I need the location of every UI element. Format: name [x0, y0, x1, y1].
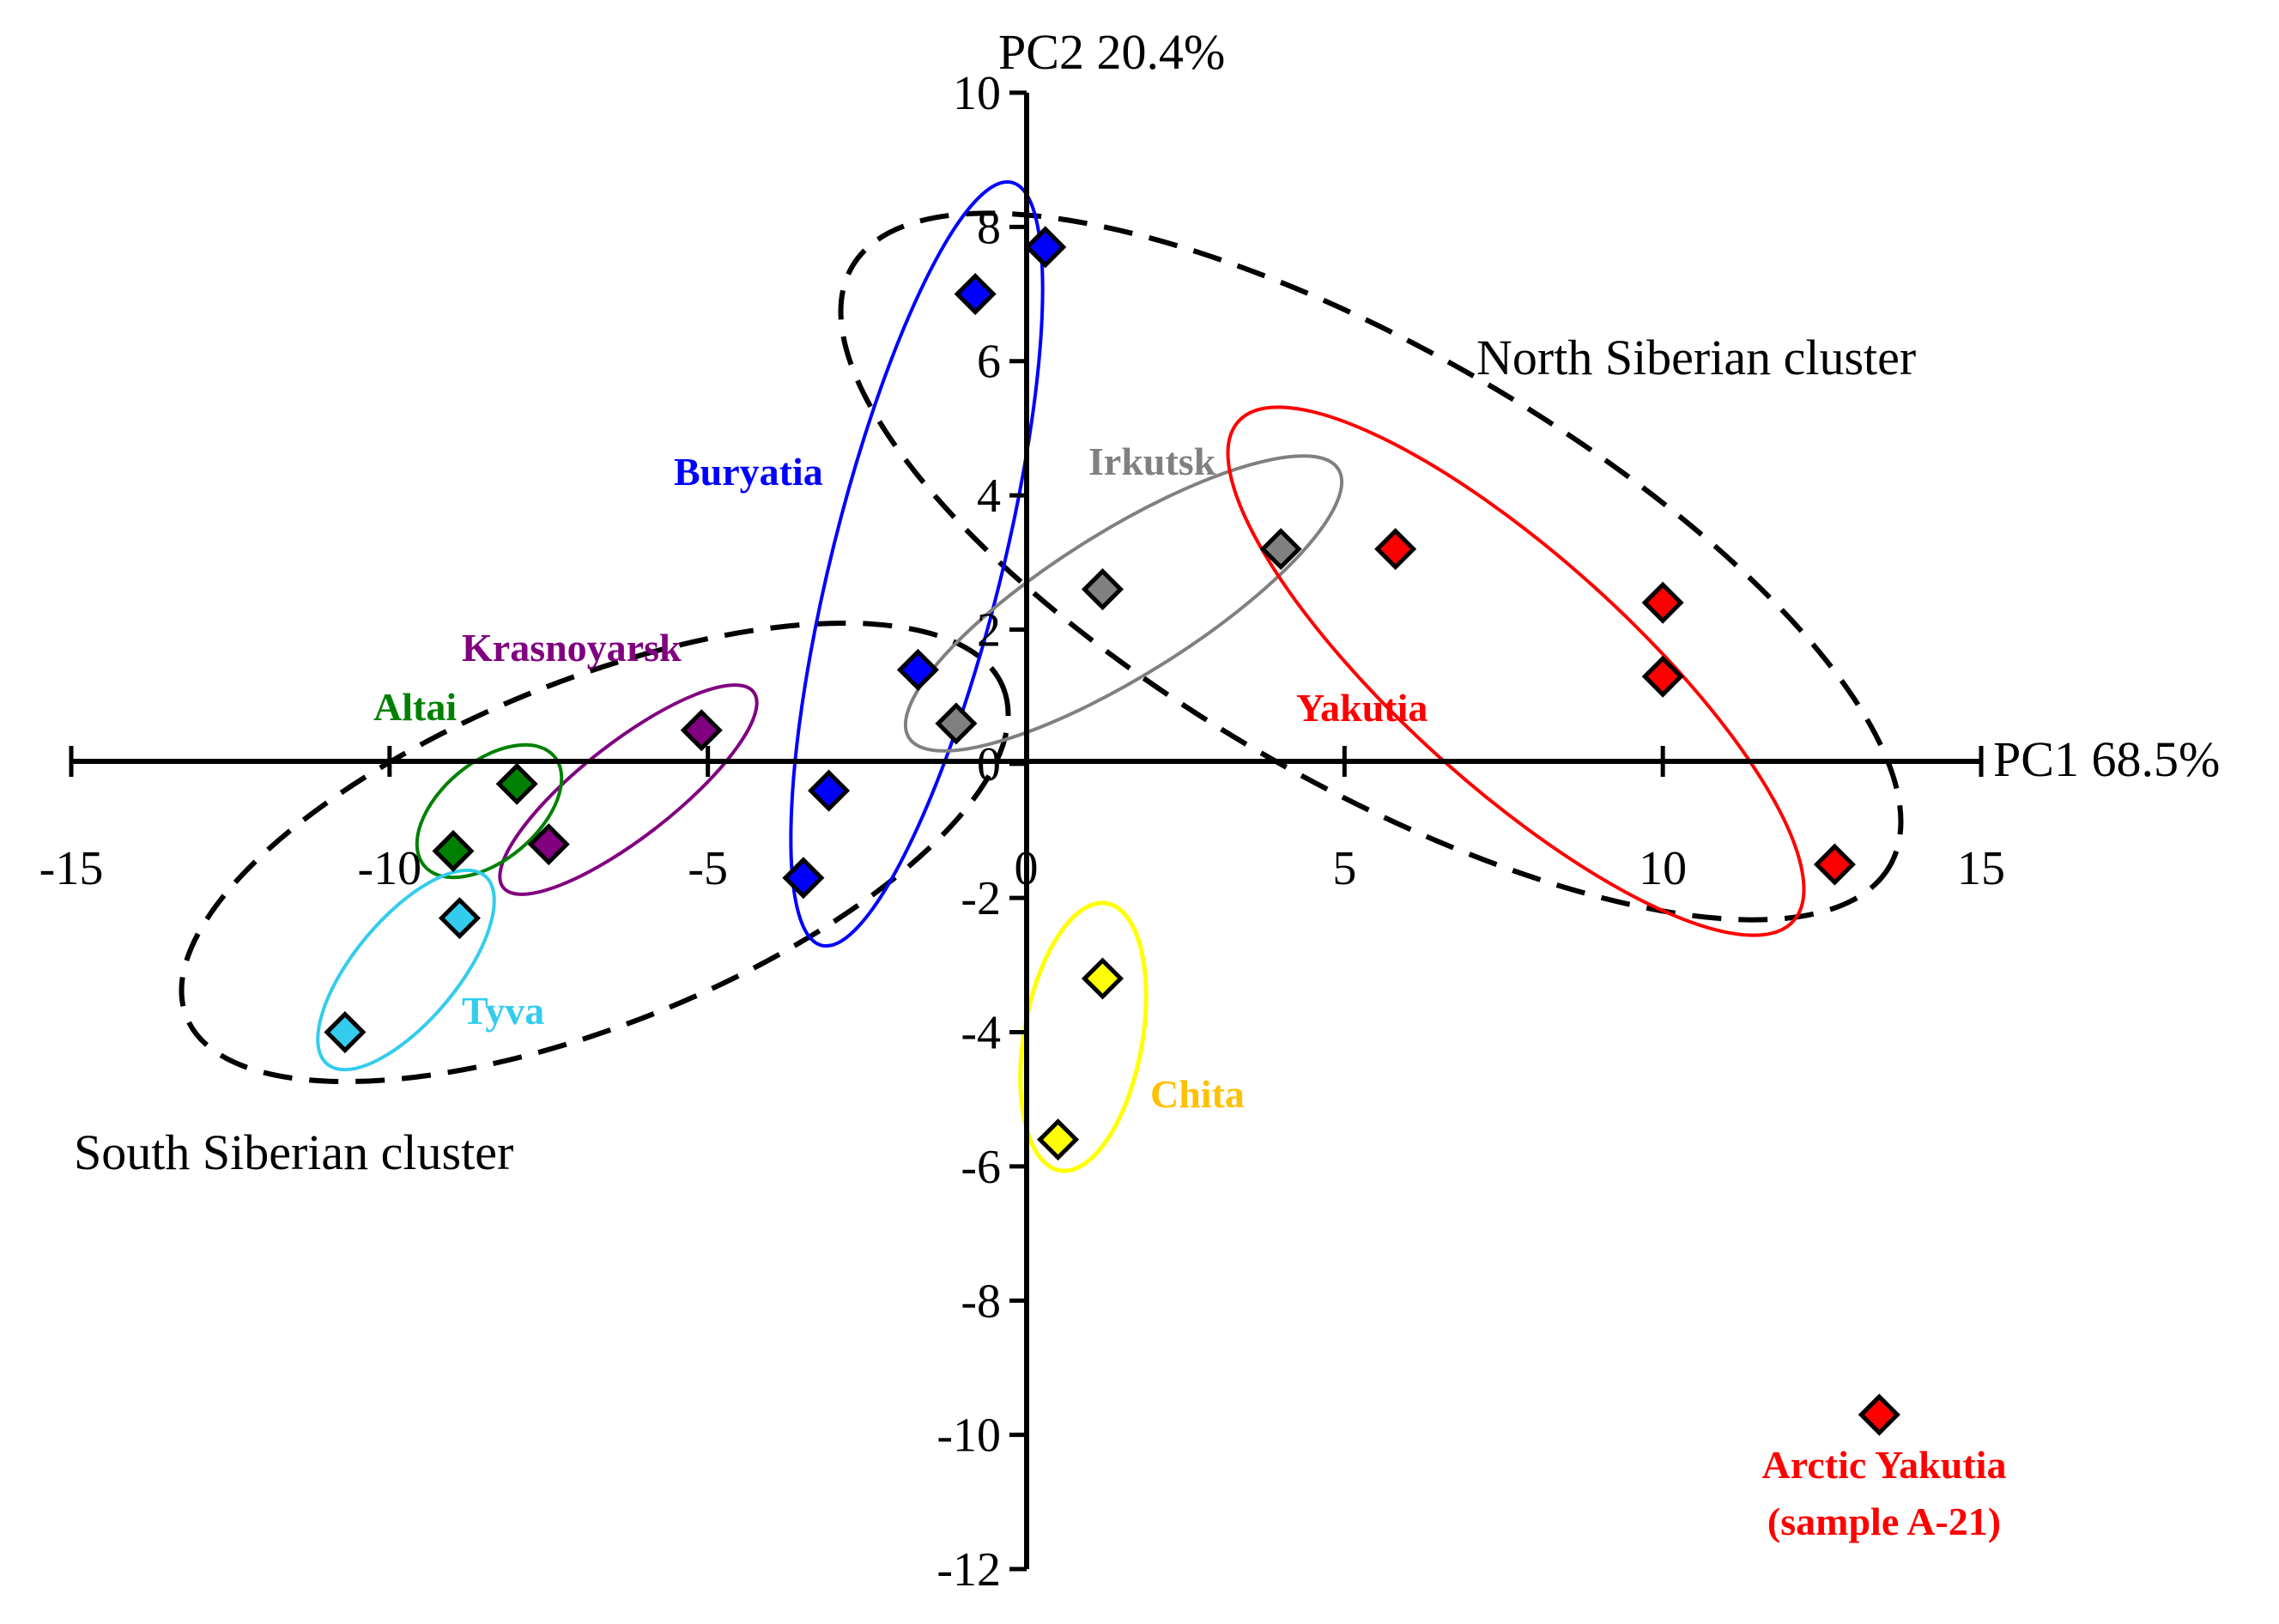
yakutia-ellipse [1226, 405, 1806, 937]
buryatia-data-point [1024, 226, 1067, 269]
y-tick-label: -12 [936, 1543, 1001, 1597]
buryatia-data-point [896, 648, 939, 691]
chita-data-point [1081, 957, 1124, 1000]
y-tick-label: 10 [953, 67, 1001, 120]
x-tick-label: -15 [39, 842, 104, 895]
irkutsk-ellipse [903, 454, 1344, 753]
arctic-yakutia-sample-a-21-data-point [1858, 1393, 1900, 1436]
altai-label: Altai [373, 685, 457, 729]
cluster-ellipses [179, 179, 1904, 1173]
krasnoyarsk-ellipse [498, 683, 759, 896]
yakutia-data-point [1374, 528, 1417, 571]
north-siberian-cluster-label: North Siberian cluster [1476, 330, 1916, 385]
krasnoyarsk-data-point [680, 709, 723, 752]
altai-data-point [495, 762, 538, 805]
south-siberian-cluster-ellipse [179, 620, 1011, 1085]
tyva-data-point [438, 897, 481, 940]
y-tick-label: 0 [977, 738, 1001, 791]
yakutia-label: Yakutia [1296, 686, 1427, 730]
south-siberian-cluster-label: South Siberian cluster [74, 1124, 513, 1180]
annotations: North Siberian cluster South Siberian cl… [74, 330, 2006, 1543]
irkutsk-label: Irkutsk [1088, 439, 1216, 483]
axes: -15 -10 -5 0 5 10 15 -12 -10 -8 -6 -4 -2 0 2 4 6 8 10 PC1… [39, 24, 2221, 1597]
buryatia-label: Buryatia [674, 450, 823, 494]
x-tick-label: 0 [1015, 842, 1039, 895]
x-tick-label: 15 [1957, 842, 2005, 895]
arctic-yakutia-sample-label: (sample A-21) [1767, 1500, 2001, 1543]
altai-ellipse [415, 742, 564, 880]
data-points [324, 226, 1900, 1436]
irkutsk-data-point [1081, 568, 1124, 611]
y-tick-label: -8 [961, 1275, 1001, 1328]
y-tick-label: -4 [961, 1007, 1001, 1060]
y-tick-label: -2 [961, 872, 1001, 925]
y-tick-label: -10 [936, 1409, 1001, 1463]
x-axis-tick-labels: -15 -10 -5 0 5 10 15 [39, 842, 2005, 895]
y-axis-ticks [1009, 90, 1027, 1572]
chita-data-point [1037, 1118, 1080, 1161]
x-tick-label: -10 [358, 842, 422, 895]
y-axis-tick-labels: -12 -10 -8 -6 -4 -2 0 2 4 6 8 10 [936, 67, 1001, 1597]
tyva-label: Tyva [462, 989, 544, 1033]
irkutsk-data-point [935, 702, 978, 745]
y-tick-label: 4 [977, 470, 1001, 523]
y-tick-label: -6 [961, 1141, 1001, 1194]
x-tick-label: 10 [1639, 842, 1687, 895]
buryatia-ellipse [789, 179, 1045, 948]
buryatia-data-point [782, 857, 825, 900]
x-axis-ticks [69, 746, 1984, 777]
yakutia-data-point [1641, 581, 1684, 624]
krasnoyarsk-label: Krasnoyarsk [462, 626, 682, 670]
tyva-ellipse [316, 868, 496, 1072]
chita-label: Chita [1150, 1072, 1245, 1116]
yakutia-data-point [1813, 843, 1856, 886]
y-tick-label: 2 [977, 603, 1001, 657]
altai-data-point [432, 829, 475, 872]
x-axis-title: PC1 68.5% [1993, 731, 2220, 787]
krasnoyarsk-data-point [527, 823, 570, 866]
buryatia-data-point [954, 273, 997, 316]
x-tick-label: -5 [688, 842, 728, 895]
buryatia-data-point [808, 769, 851, 812]
y-axis-title: PC2 20.4% [998, 24, 1225, 80]
y-tick-label: 8 [977, 201, 1001, 254]
yakutia-data-point [1641, 655, 1684, 698]
irkutsk-data-point [1259, 528, 1302, 571]
arctic-yakutia-label: Arctic Yakutia [1762, 1443, 2007, 1487]
x-tick-label: 5 [1332, 842, 1356, 895]
y-tick-label: 6 [977, 336, 1001, 389]
north-siberian-cluster-ellipse [838, 210, 1904, 923]
tyva-data-point [324, 1011, 367, 1054]
